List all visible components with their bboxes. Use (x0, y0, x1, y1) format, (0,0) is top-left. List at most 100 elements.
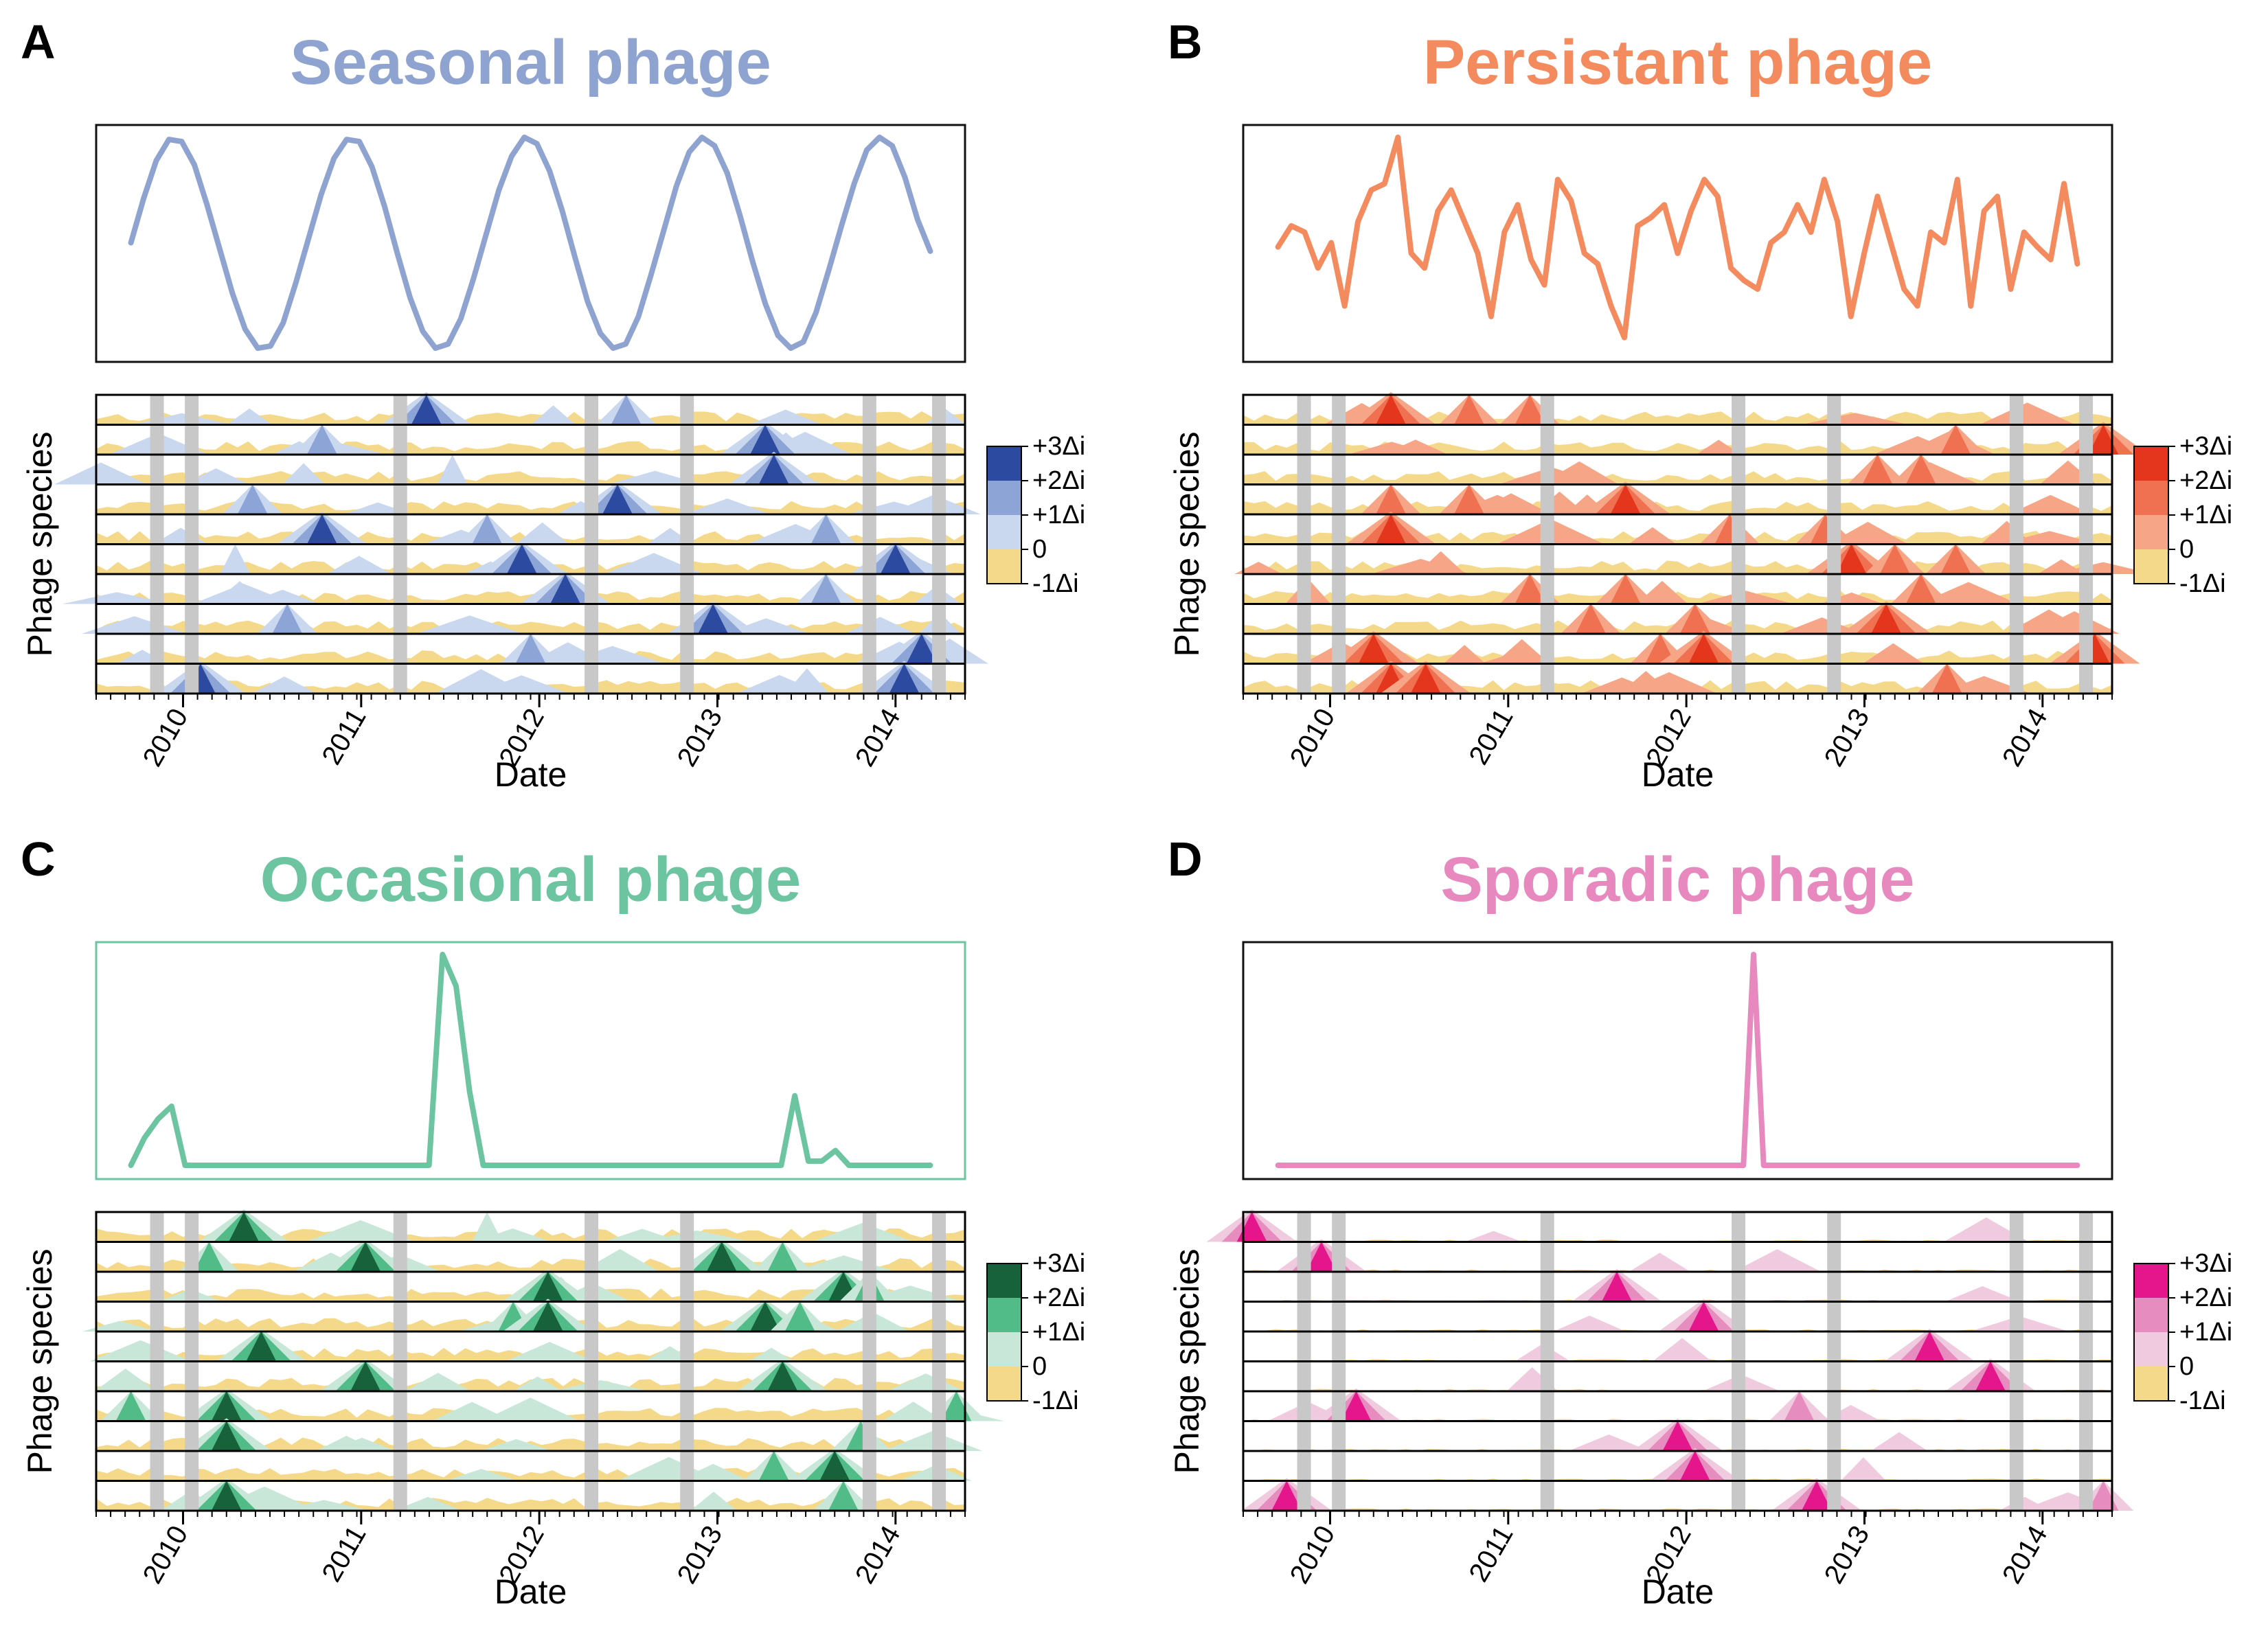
panel-d-tick-label-2013: 2013 (1819, 1521, 1876, 1589)
panel-c-species-5-baseline (96, 1347, 965, 1362)
panel-c-tick-label-2013: 2013 (672, 1521, 729, 1589)
panel-b-peak-17-level-2 (1515, 574, 1545, 604)
panel-c-species-1-bump (306, 1220, 416, 1242)
panel-d-title: Sporadic phage (1440, 845, 1914, 915)
panel-b-tick-label-2011: 2011 (1464, 704, 1519, 770)
panel-c-legend-label-3: +1Δi (1032, 1318, 1085, 1347)
panel-d-legend-label-3: +1Δi (2179, 1318, 2232, 1347)
panel-d-line-frame (1242, 941, 2113, 1180)
panel-c-species-10-bump (690, 1491, 737, 1511)
panel-c-peak-13-level-2 (784, 1301, 815, 1331)
panel-b-tick-label-2014: 2014 (1997, 704, 2054, 772)
panel-c-y-axis-label: Phage species (21, 1248, 59, 1474)
panel-a-species-10-bump (736, 674, 823, 694)
panel-a-peak-10-level-2 (472, 514, 503, 545)
panel-d-series-line (1275, 952, 2080, 1168)
panel-a-legend-label-2: +2Δi (1032, 466, 1085, 495)
panel-b-peak-29-level-2 (1931, 663, 1962, 694)
panel-a-peak-2-level-2 (611, 395, 642, 425)
panel-a-species-1-bump (749, 409, 823, 425)
panel-c-species-6-bump (94, 1369, 157, 1391)
panel-a-peak-7-level-3 (602, 484, 633, 514)
panel-c-peak-11-level-3 (532, 1301, 563, 1331)
panel-b-legend-label-3: +1Δi (2179, 501, 2232, 529)
panel-d-peak-1-level-3 (1236, 1212, 1267, 1242)
panel-c-legend-label-2: +2Δi (1032, 1283, 1085, 1312)
panel-c-species-6-bump (405, 1373, 471, 1391)
panel-b-peak-18-level-2 (1610, 574, 1641, 604)
panel-b-tick-label-2013: 2013 (1819, 704, 1876, 772)
panel-c-peak-17-level-2 (115, 1391, 146, 1421)
panel-a-peak-6-level-1 (437, 455, 468, 485)
panel-a-legend-swatch-3 (987, 515, 1021, 549)
panel-a-species-4-bump (684, 498, 771, 514)
panel-a-series-line (128, 135, 933, 351)
panel-a-peak-16-level-2 (810, 574, 841, 604)
panel-d-legend-label-5: -1Δi (2179, 1386, 2226, 1415)
panel-d-species-2-bump (1733, 1249, 1822, 1272)
panel-a-peak-18-level-2 (272, 604, 303, 634)
panel-c-peak-16-level-3 (767, 1361, 798, 1391)
panel-d-species-1-bump (1464, 1231, 1523, 1242)
panel-c-x-axis-label: Date (495, 1573, 567, 1611)
panel-c-peak-14-level-3 (246, 1331, 277, 1362)
panel-d-species-8-bump (1870, 1432, 1928, 1451)
panel-c-tick-label-2011: 2011 (317, 1521, 372, 1587)
panel-d-peak-10-level-3 (1679, 1451, 1710, 1481)
panel-d-species-8-bump (1568, 1434, 1650, 1451)
panel-c-legend-swatch-4 (987, 1367, 1021, 1401)
panel-b-peak-1-level-3 (1376, 395, 1407, 425)
panel-c-peak-12-level-3 (750, 1301, 781, 1331)
panel-a-peak-17-level-3 (698, 604, 729, 634)
panel-b-species-9-bump (1862, 643, 1924, 664)
panel-c-species-9-bump (677, 1463, 749, 1481)
panel-b-species-5-bump (1628, 527, 1677, 545)
panel-c-series-line (128, 952, 933, 1168)
panel-a-peak-13-level-1 (220, 544, 251, 574)
panel-b-peak-11-level-3 (1376, 514, 1407, 545)
panel-c-peak-24-level-3 (211, 1481, 242, 1511)
panel-a-species-6-bump (604, 553, 703, 574)
panel-d-peak-13-level-2 (2088, 1481, 2119, 1511)
panel-c-species-2-bump (580, 1248, 660, 1272)
panel-d-legend-label-1: +3Δi (2179, 1249, 2232, 1278)
panel-a-peak-4-level-2 (306, 424, 337, 455)
panel-d-legend-swatch-2 (2134, 1298, 2168, 1332)
panel-b-peak-16-level-2 (1940, 544, 1971, 574)
panel-b-peak-3-level-2 (1515, 395, 1545, 425)
panel-a-species-7-bump (62, 592, 172, 604)
panel-b-tick-label-2010: 2010 (1284, 704, 1341, 772)
panel-b-species-8-bump (1780, 617, 1864, 634)
panel-c-legend-swatch-2 (987, 1298, 1021, 1332)
panel-c-species-1-bump (602, 1228, 681, 1242)
panel-a-species-1-baseline (96, 411, 965, 425)
panel-d-y-axis-label: Phage species (1168, 1248, 1206, 1474)
panel-c-species-6-bump (552, 1380, 650, 1391)
panel-b-species-6-bump (1234, 562, 1283, 574)
panel-d-letter: D (1168, 832, 1203, 886)
panel-b-species-8-bump (2029, 611, 2120, 634)
panel-b-peak-8-level-2 (1453, 484, 1484, 514)
panel-d-peak-12-level-3 (1801, 1481, 1832, 1511)
panel-c-species-7-baseline (96, 1408, 965, 1421)
panel-a-species-3-bump (607, 470, 703, 485)
panel-c-peak-7-level-3 (532, 1272, 563, 1302)
panel-b-species-9-bump (1478, 651, 1560, 664)
panel-b-peak-4-level-2 (1940, 424, 1971, 455)
panel-d-legend-label-2: +2Δi (2179, 1283, 2232, 1312)
panel-c-legend-label-5: -1Δi (1032, 1386, 1079, 1415)
panel-a-heatmap (54, 391, 989, 700)
panel-b-species-10-bump (1600, 683, 1692, 694)
panel-d-x-axis-label: Date (1642, 1573, 1714, 1611)
panel-a-legend-label-3: +1Δi (1032, 501, 1085, 529)
panel-d-peak-3-level-3 (1601, 1272, 1632, 1302)
panel-b-series-line (1275, 135, 2080, 341)
panel-c-species-8-bump (316, 1435, 377, 1451)
panel-b-peak-7-level-2 (1905, 455, 1936, 485)
panel-d-peak-9-level-3 (1662, 1421, 1693, 1451)
panel-a-peak-5-level-3 (758, 455, 789, 485)
panel-c-species-5-bump (89, 1340, 192, 1362)
